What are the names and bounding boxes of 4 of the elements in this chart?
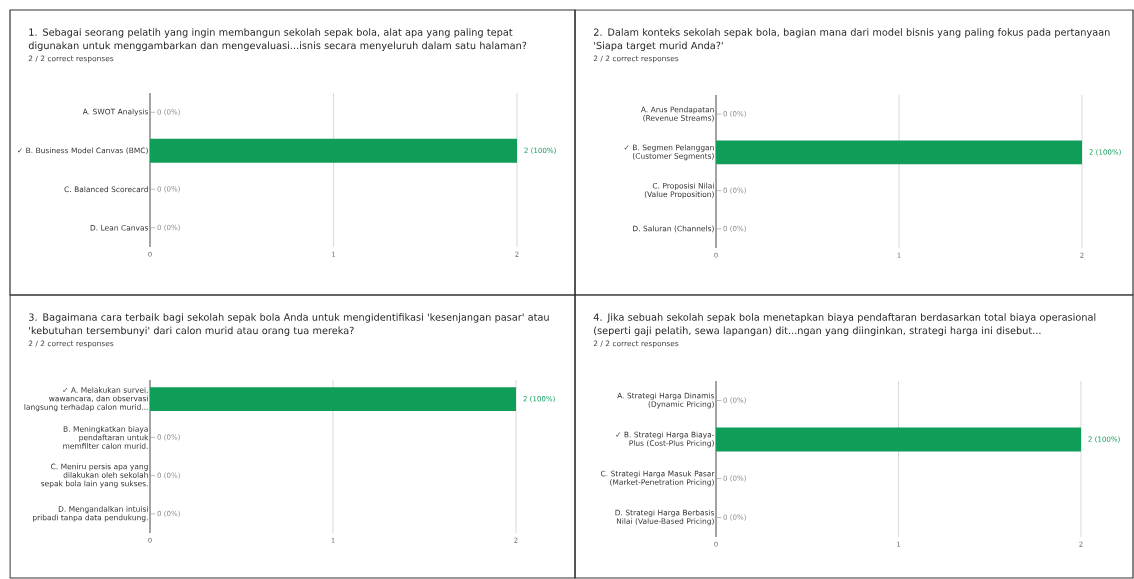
- chart-title: 2. Dalam konteks sekolah sepak bola, bagian mana dari model bisnis yang paling fokus pada pertanyaan 'Siapa target murid Anda?': [593, 28, 1110, 52]
- chart-title: 4. Jika sebuah sekolah sepak bola menetapkan biaya pendaftaran berdasarkan total biaya operasional (seperti gaji pelatih, sewa lapangan) dit...ngan yang diinginkan, strategi harga ini disebut...: [593, 313, 1096, 337]
- chart-title: 1. Sebagai seorang pelatih yang ingin membangun sekolah sepak bola, alat apa yang paling tepat digunakan untuk menggambarkan dan mengevaluasi...isnis secara menyeluruh dalam satu halaman?: [28, 28, 527, 52]
- chart-title: 3. Bagaimana cara terbaik bagi sekolah sepak bola Anda untuk mengidentifikasi 'kesenjangan pasar' atau 'kebutuhan tersembunyi' dari calon murid atau orang tua mereka?: [29, 313, 549, 337]
